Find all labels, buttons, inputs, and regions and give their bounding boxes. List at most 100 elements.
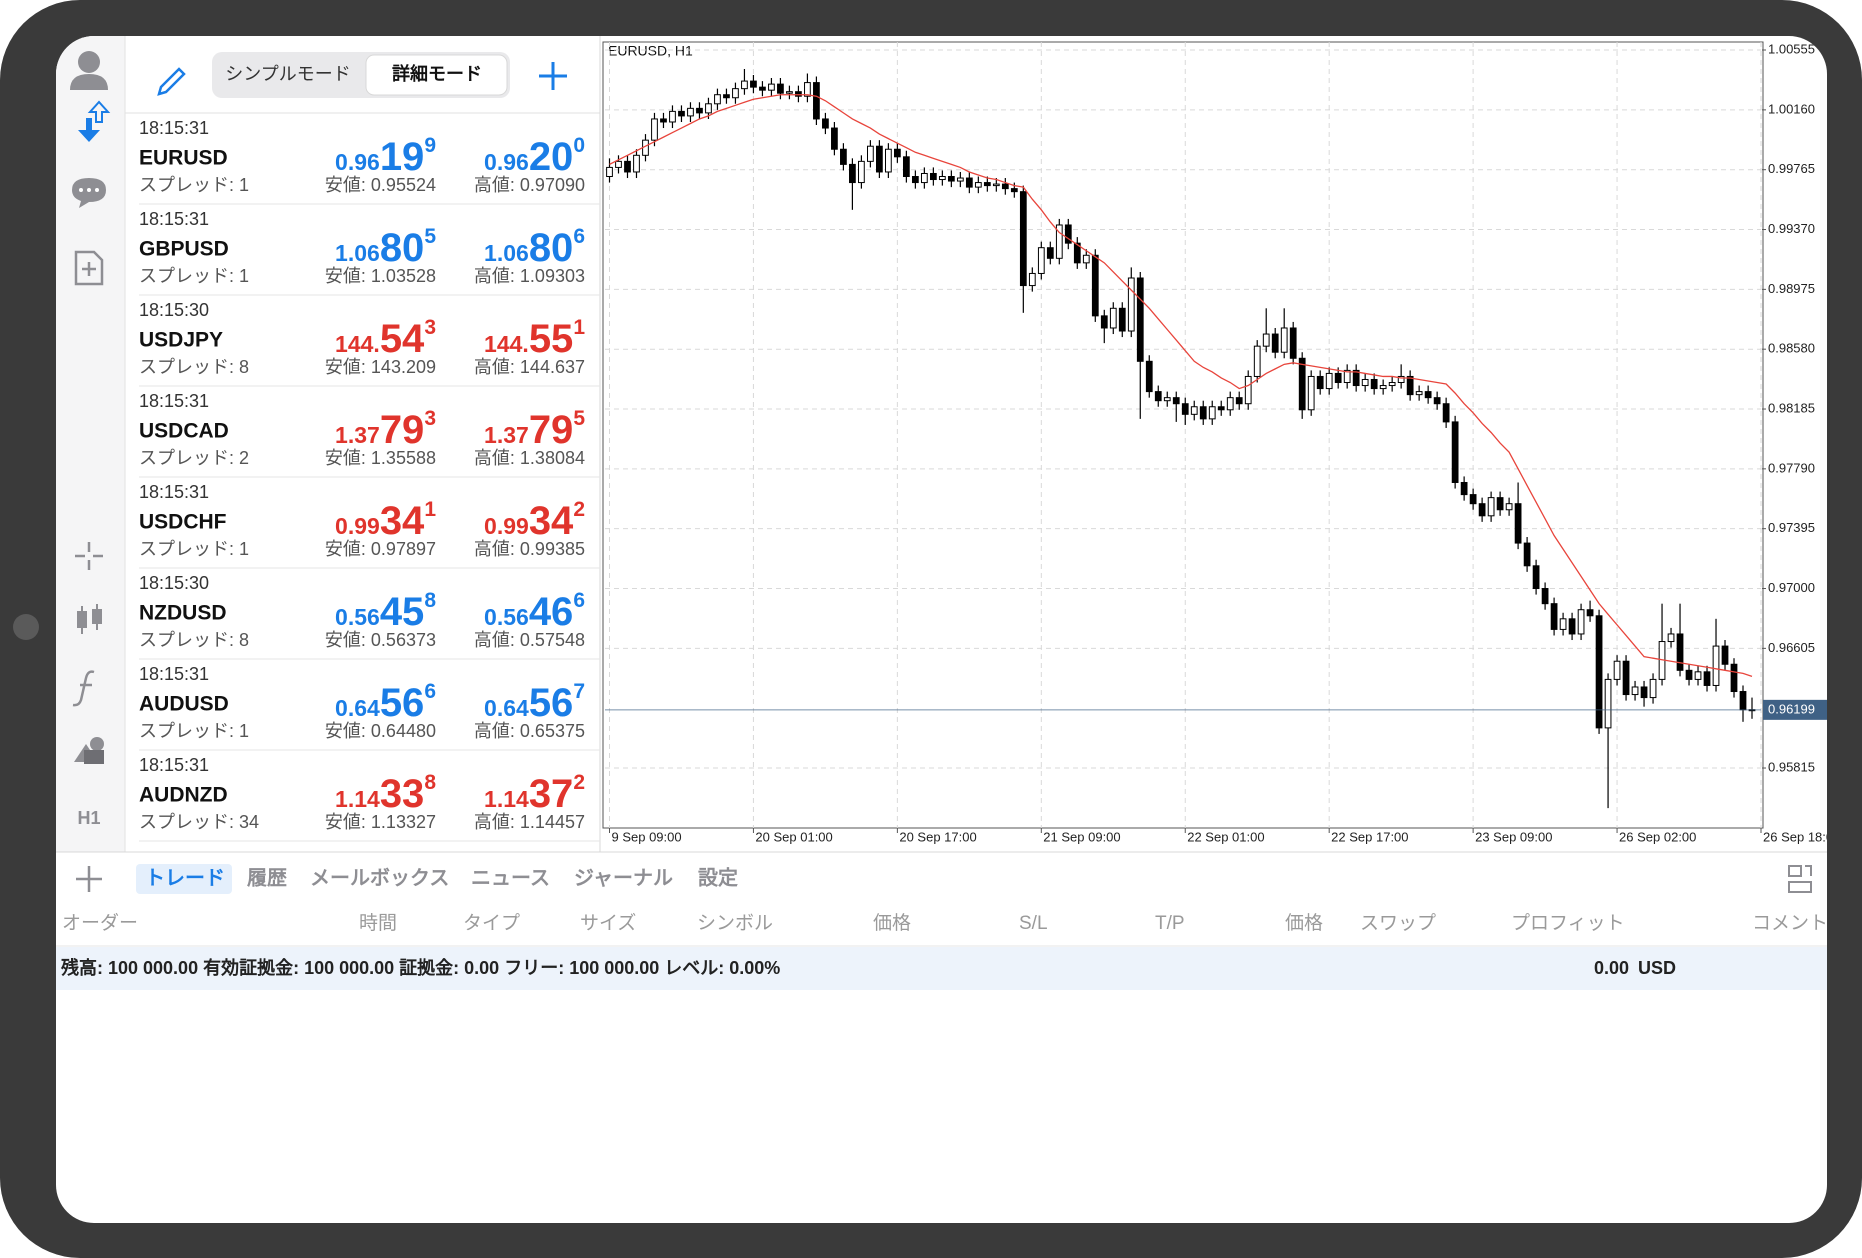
candle-body — [1379, 385, 1387, 390]
crosshair-icon[interactable] — [75, 542, 103, 570]
candle-body — [1019, 191, 1027, 287]
quote-time: 18:15:31 — [139, 209, 209, 229]
bid-big: 19 — [380, 135, 425, 179]
column-header: 価格 — [873, 912, 911, 934]
candle-body — [1730, 663, 1738, 693]
mode-detail[interactable]: 詳細モード — [392, 63, 482, 84]
side-button[interactable] — [13, 614, 39, 640]
ask-price: 0.99342 — [484, 498, 585, 543]
indicator-icon[interactable] — [72, 670, 95, 707]
ask-big: 37 — [529, 772, 574, 816]
add-symbol[interactable] — [539, 62, 567, 90]
currency: USD — [1638, 958, 1676, 978]
candle-body — [723, 94, 730, 99]
candle-body — [884, 148, 892, 173]
candle-body — [1370, 378, 1378, 390]
candle-body — [920, 172, 928, 184]
candle-body — [1703, 671, 1711, 686]
tab[interactable]: ジャーナル — [574, 867, 673, 889]
column-header: オーダー — [62, 912, 138, 934]
candle-body — [651, 118, 658, 141]
quote-time: 18:15:30 — [139, 573, 209, 593]
candle-body — [1406, 375, 1414, 396]
x-tick-label: 26 Sep 02:00 — [1619, 829, 1696, 844]
column-header: T/P — [1155, 913, 1185, 934]
profit-total: 0.00 — [1594, 958, 1629, 978]
candle-body — [902, 156, 910, 178]
bid-sup: 8 — [424, 771, 436, 794]
quote-spread: スプレッド: 1 — [139, 266, 249, 286]
layout-icon[interactable] — [1788, 865, 1812, 893]
ask-sup: 0 — [573, 134, 585, 157]
quote-low: 安値: 1.03528 — [325, 266, 436, 286]
y-tick-label: 0.97000 — [1768, 580, 1815, 595]
candle-body — [867, 145, 874, 162]
quote-high: 高値: 1.38084 — [474, 448, 585, 468]
trade-icon[interactable] — [78, 100, 111, 142]
tab[interactable]: ニュース — [471, 867, 550, 889]
column-header: S/L — [1019, 913, 1048, 934]
tab[interactable]: 履歴 — [247, 866, 287, 889]
terminal-add[interactable] — [76, 866, 102, 892]
new-order-icon[interactable] — [74, 250, 104, 286]
candle-body — [1604, 678, 1612, 729]
candle-body — [795, 91, 802, 97]
ask-big: 55 — [529, 317, 574, 361]
mode-simple[interactable]: シンプルモード — [225, 64, 350, 84]
y-tick-label: 0.98580 — [1768, 341, 1815, 356]
bid-prefix: 1.06 — [335, 240, 380, 266]
candle-body — [1235, 397, 1243, 405]
candle-body — [992, 183, 1000, 187]
plot — [606, 68, 1756, 809]
chat-icon[interactable] — [72, 178, 106, 208]
candle-body — [750, 80, 757, 88]
tab[interactable]: 設定 — [698, 865, 738, 889]
ask-big: 80 — [529, 226, 574, 270]
candle-body — [1622, 660, 1630, 696]
bid-price: 1.06805 — [335, 225, 436, 270]
ask-sup: 6 — [573, 225, 585, 248]
bid-price: 1.14338 — [335, 771, 436, 816]
bid-sup: 8 — [424, 589, 436, 612]
candle-body — [1325, 372, 1333, 390]
ask-price: 1.14372 — [484, 771, 585, 816]
account-icon[interactable] — [70, 51, 108, 90]
objects-icon[interactable] — [74, 737, 104, 764]
edit-icon[interactable] — [157, 67, 186, 96]
ask-sup: 5 — [573, 407, 585, 430]
x-tick-label: 20 Sep 01:00 — [755, 829, 832, 844]
candle-body — [1181, 403, 1189, 415]
ask-sup: 2 — [573, 498, 585, 521]
candle-body — [1640, 686, 1648, 699]
timeframe-button[interactable]: H1 — [77, 808, 100, 828]
candle-body — [1685, 669, 1693, 680]
candle-body — [1307, 375, 1315, 411]
x-tick-label: 26 Sep 18:00 — [1763, 829, 1840, 844]
quote-symbol: AUDNZD — [139, 784, 228, 807]
bid-price: 144.543 — [335, 316, 436, 361]
tab-active[interactable]: トレード — [145, 867, 225, 889]
candle-body — [822, 118, 829, 129]
current-price-label: 0.96199 — [1768, 701, 1815, 716]
quote-spread: スプレッド: 1 — [139, 539, 249, 559]
quote-spread: スプレッド: 8 — [139, 357, 249, 377]
candle-body — [1505, 503, 1513, 511]
candle-body — [624, 160, 631, 173]
tab[interactable]: メールボックス — [310, 866, 449, 889]
candle-body — [1361, 378, 1369, 387]
candle-body — [1262, 333, 1270, 347]
chart-type-icon[interactable] — [77, 604, 102, 634]
y-tick-label: 0.98975 — [1768, 281, 1815, 296]
candle-body — [1280, 327, 1288, 353]
quote-high: 高値: 0.65375 — [474, 721, 585, 741]
candle-body — [777, 83, 784, 94]
candle-body — [1586, 609, 1594, 617]
